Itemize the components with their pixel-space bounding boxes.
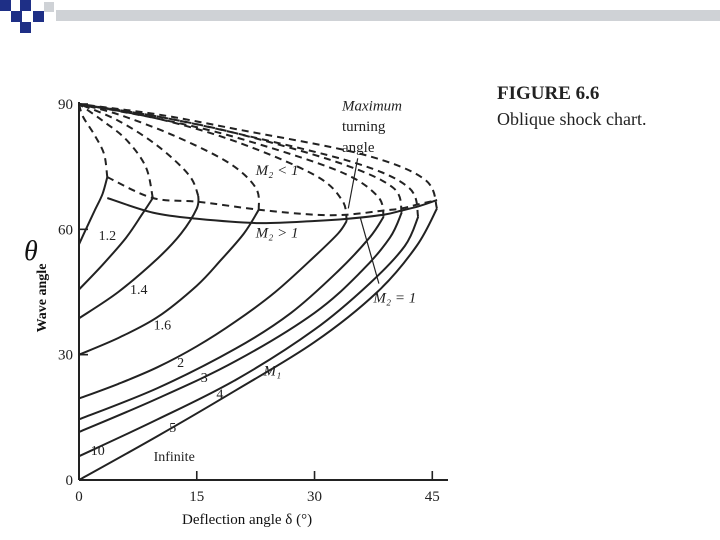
deco-square-1 (0, 0, 11, 11)
annotation-text: M₁ (263, 364, 282, 380)
mach-curve-3-solid (78, 220, 348, 400)
figure-title: FIGURE 6.6 (497, 83, 600, 104)
boundary-curves (106, 176, 438, 225)
annotation-text: M₂ > 1 (255, 226, 299, 242)
series-label: 4 (216, 388, 223, 403)
mach-curve-5-solid (78, 212, 403, 433)
mach-curve-1.2-solid (78, 176, 109, 245)
mach-curve-1.4-dashed (78, 103, 154, 199)
curves (78, 103, 438, 481)
deco-square-5 (33, 11, 44, 22)
x-tick-label: 45 (425, 489, 440, 505)
deco-square-6 (44, 2, 54, 12)
deco-header-bar (56, 10, 720, 21)
deco-square-2 (20, 0, 31, 11)
annotation-text: M₂ = 1 (372, 290, 416, 306)
deco-square-4 (20, 22, 31, 33)
slide-decoration (0, 0, 720, 33)
series-label: 1.6 (154, 319, 172, 334)
series-label: 5 (169, 421, 176, 436)
deco-square-3 (11, 11, 22, 22)
mach-curve-1.6-solid (78, 195, 200, 320)
x-tick-label: 0 (75, 489, 83, 505)
mach-curve-10-dashed (78, 103, 420, 218)
mach-curve-4-dashed (78, 103, 385, 218)
x-tick-label: 30 (307, 489, 322, 505)
mach-curve-10-solid (78, 216, 420, 458)
sonic-curve (106, 197, 438, 225)
mach-curve-infinite-solid (78, 207, 438, 481)
max-turning-angle-curve (106, 176, 438, 217)
x-axis-label: Deflection angle δ (°) (182, 512, 313, 528)
y-tick-label: 60 (58, 222, 73, 238)
series-label: Infinite (154, 450, 195, 465)
curve-labels: 1.2 1.4 1.6 2 34 5 10 Infinite (91, 229, 224, 465)
y-tick-label: 90 (58, 97, 73, 113)
x-tick-label: 15 (189, 489, 204, 505)
mach-curve-1.2-dashed (78, 103, 109, 178)
annotation-text: angle (342, 140, 375, 156)
mach-curve-1.4-solid (78, 197, 154, 291)
annotation-text: Maximum (341, 98, 402, 114)
series-label: 1.2 (99, 229, 117, 244)
series-label: 3 (201, 371, 208, 386)
figure-caption: Oblique shock chart. (497, 109, 647, 129)
annotations: Maximum turning angle M₂ < 1 M₂ > 1 M₂ = 1 M₁ (255, 98, 417, 379)
y-tick-label: 30 (58, 348, 73, 364)
series-label: 10 (91, 444, 105, 459)
annotation-text: M₂ < 1 (255, 163, 299, 179)
annotation-text: turning (342, 119, 386, 135)
sonic-leader-line (359, 216, 380, 284)
series-label: 1.4 (130, 283, 148, 298)
mach-curve-2-solid (78, 209, 260, 356)
mach-curve-2-dashed (78, 103, 260, 210)
series-label: 2 (177, 356, 184, 371)
mach-curve-infinite-dashed (78, 103, 438, 209)
y-axis-symbol: θ (24, 236, 38, 267)
mach-curve-1.6-dashed (78, 103, 200, 197)
mach-curve-4-solid (78, 216, 385, 421)
max-turning-leader-line (347, 158, 359, 209)
y-tick-label: 0 (66, 473, 74, 489)
